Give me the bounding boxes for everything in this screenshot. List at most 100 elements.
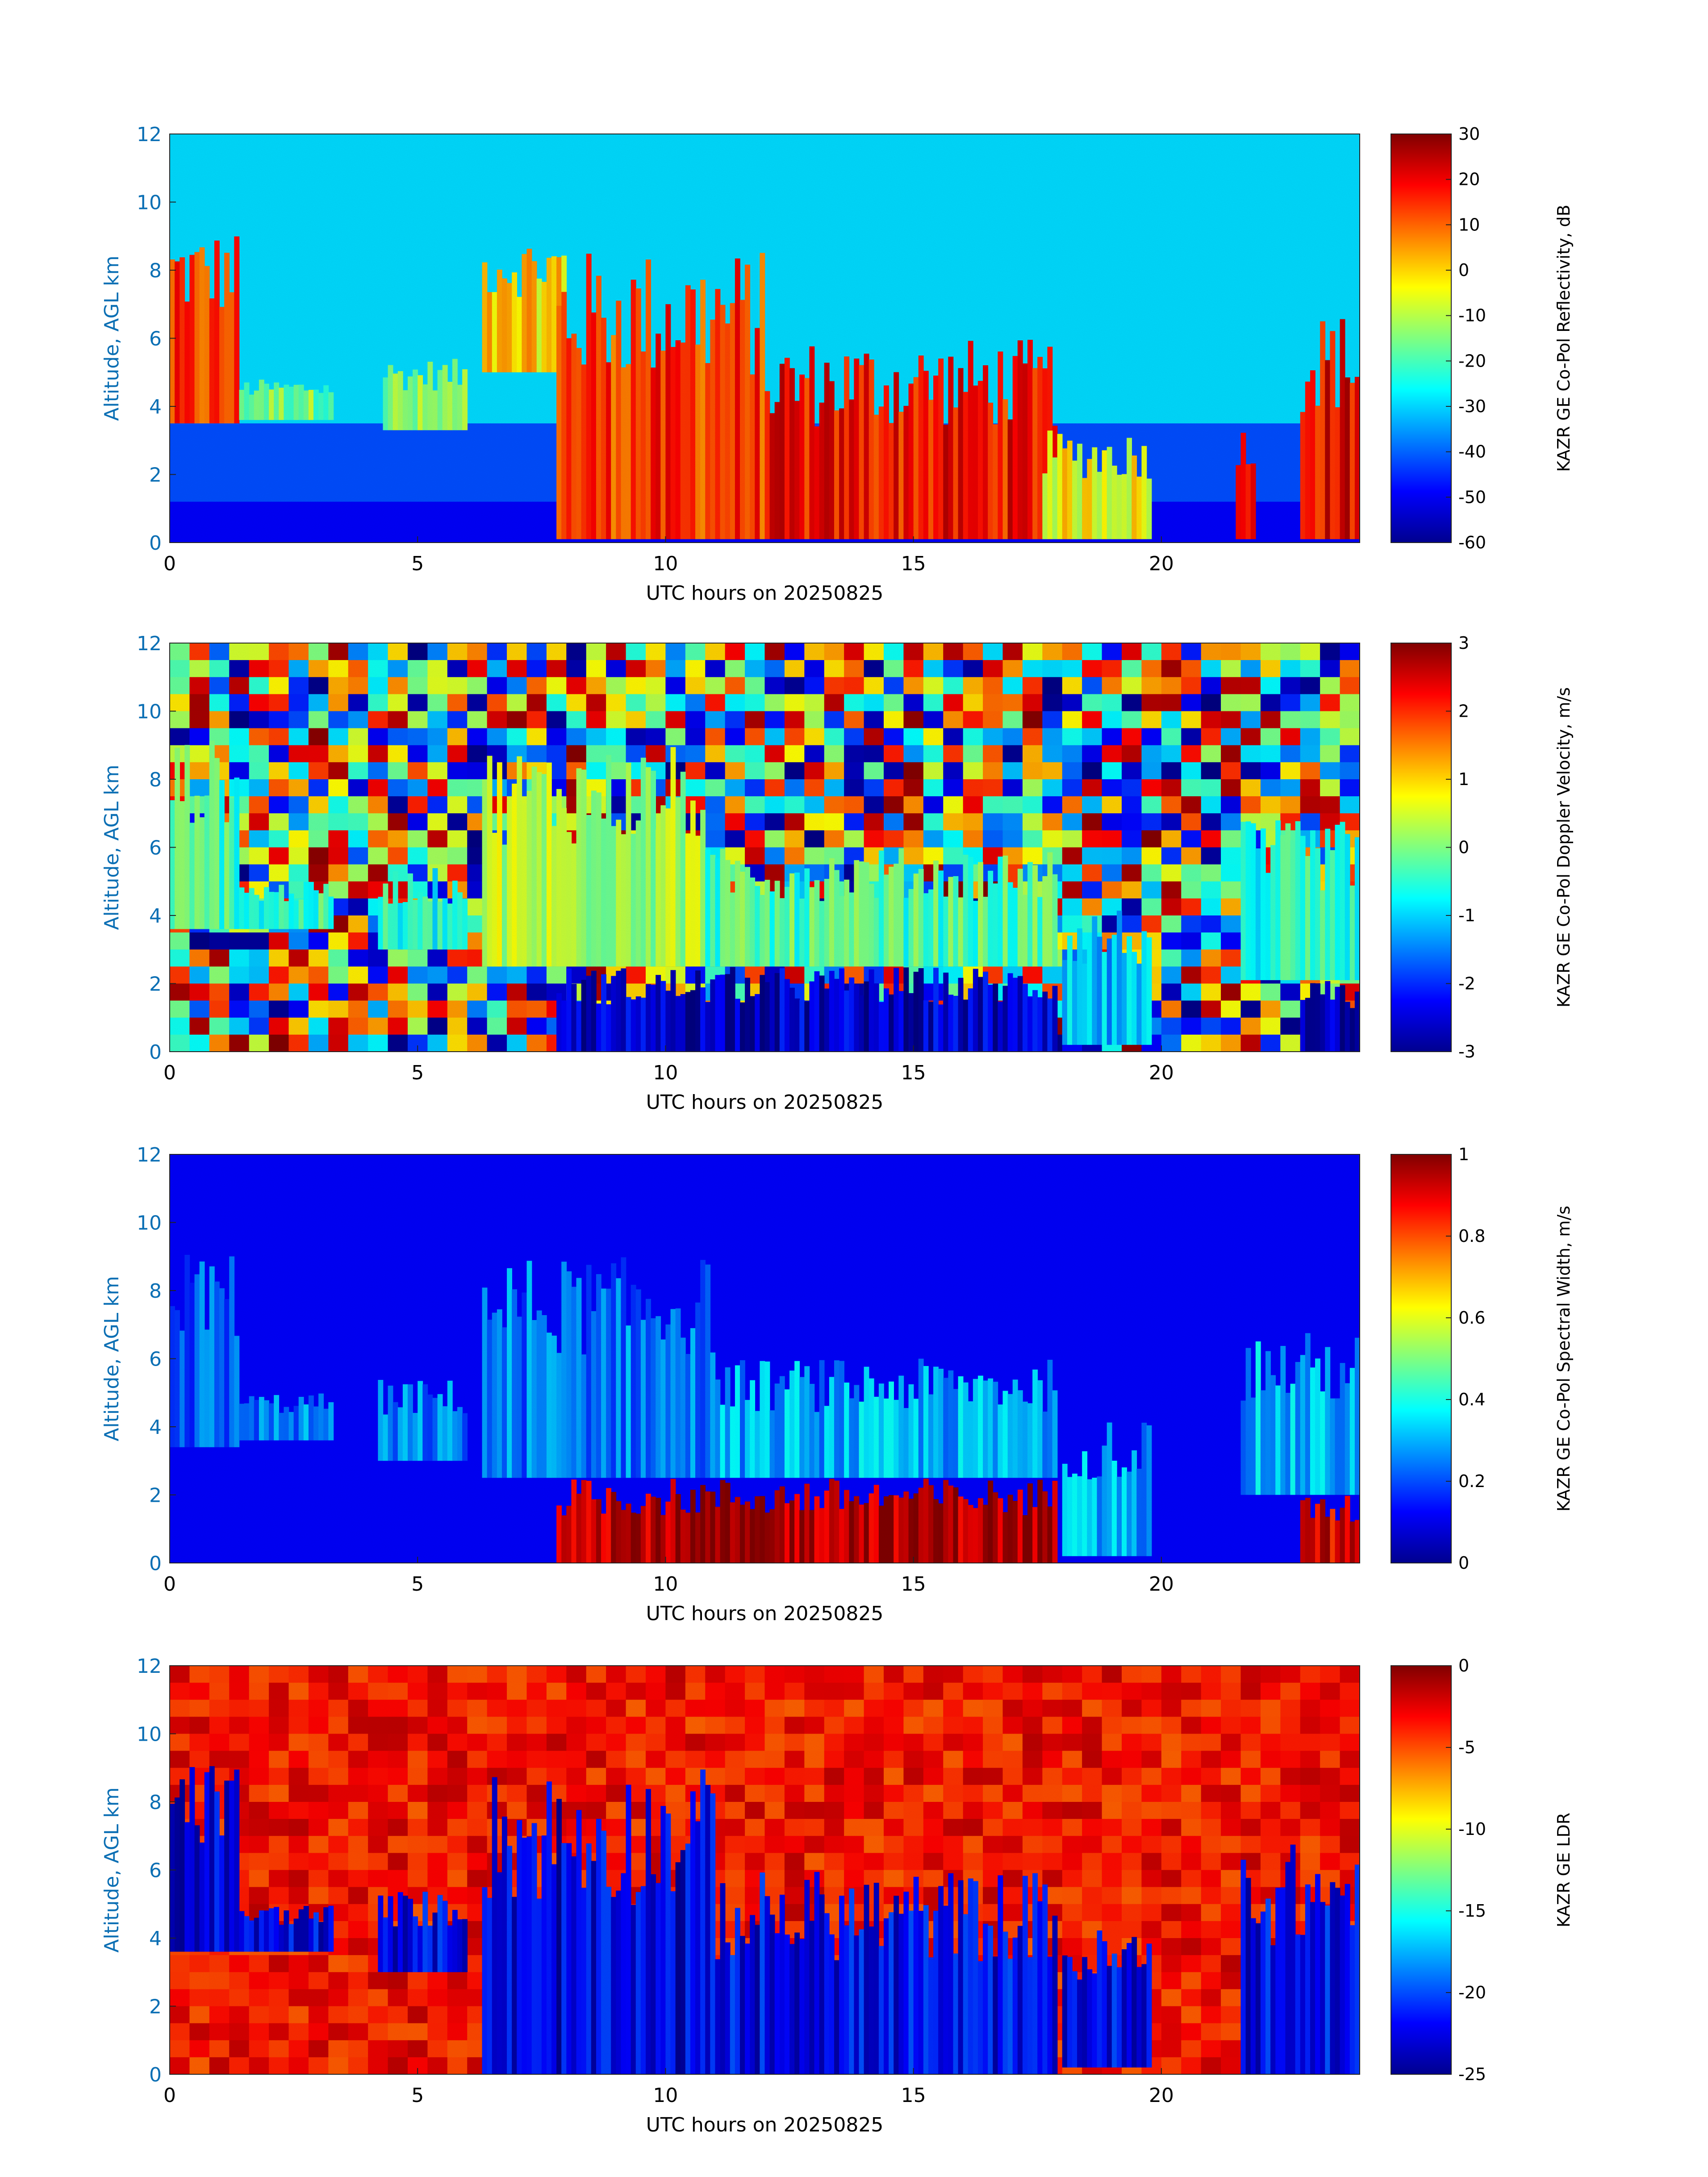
- x-tick-label: 15: [901, 552, 926, 575]
- x-tick-label: 15: [901, 1573, 926, 1596]
- y-axis-label: Altitude, AGL km: [100, 765, 123, 930]
- colorbar-tick-label: 2: [1458, 702, 1469, 721]
- x-tick-label: 0: [163, 1573, 176, 1596]
- colorbar: 0 -5 -10 -15 -20 -25 KAZR GE LDR: [1391, 1656, 1574, 2084]
- y-tick-label: 8: [149, 769, 162, 791]
- y-tick-label: 2: [149, 973, 162, 996]
- colorbar-tick-label: -20: [1458, 351, 1486, 371]
- y-tick-label: 0: [149, 2064, 162, 2086]
- colorbar-tick-label: 0.4: [1458, 1390, 1485, 1409]
- colorbar-tick-label: 0: [1458, 838, 1469, 857]
- colorbar-tick-label: 1: [1458, 769, 1469, 789]
- y-tick-label: 8: [149, 1280, 162, 1303]
- x-tick-label: 20: [1149, 1573, 1174, 1596]
- colorbar: 30 20 10 0 -10 -20 -30 -40 -50 -60 KAZR GE Co-Pol …: [1391, 124, 1574, 552]
- y-tick-label: 12: [137, 1144, 162, 1166]
- x-tick-label: 10: [653, 552, 678, 575]
- colorbar-tick-label: -5: [1458, 1738, 1475, 1757]
- x-tick-label: 0: [163, 552, 176, 575]
- y-tick-label: 4: [149, 1416, 162, 1439]
- y-tick-label: 6: [149, 1348, 162, 1371]
- colorbar-label: KAZR GE LDR: [1554, 1813, 1574, 1927]
- colorbar-label: KAZR GE Co-Pol Spectral Width, m/s: [1554, 1206, 1574, 1512]
- y-tick-label: 8: [149, 259, 162, 282]
- colorbar-tick-label: 0: [1458, 1553, 1469, 1573]
- x-tick-label: 10: [653, 2084, 678, 2107]
- y-tick-label: 10: [137, 1212, 162, 1235]
- x-tick-label: 0: [163, 1061, 176, 1084]
- colorbar-tick-label: -3: [1458, 1042, 1475, 1061]
- x-tick-label: 5: [411, 2084, 424, 2107]
- y-axis-label: Altitude, AGL km: [100, 1276, 123, 1441]
- colorbar-tick-label: 0.8: [1458, 1226, 1485, 1246]
- colorbar-tick-label: -25: [1458, 2064, 1486, 2084]
- x-tick-label: 5: [411, 1061, 424, 1084]
- y-tick-label: 2: [149, 1996, 162, 2018]
- x-tick-label: 5: [411, 1573, 424, 1596]
- heatmap-area: [170, 643, 1360, 1052]
- colorbar-tick-label: 0.2: [1458, 1471, 1485, 1491]
- colorbar-tick-label: 10: [1458, 215, 1480, 234]
- panel-1: 0 5 10 15 20 0 2 4 6 8 10 12 UTC hours on 20250825 Al…: [100, 123, 1574, 605]
- colorbar: 1 0.8 0.6 0.4 0.2 0 KAZR GE Co-Pol Spectral Wi…: [1391, 1145, 1574, 1573]
- colorbar: 3 2 1 0 -1 -2 -3 KAZR GE Co-Pol Doppler Velocit…: [1391, 633, 1574, 1061]
- heatmap-area: [170, 134, 1360, 543]
- colorbar-tick-label: 0: [1458, 1656, 1469, 1676]
- x-tick-label: 5: [411, 552, 424, 575]
- colorbar-tick-label: -1: [1458, 906, 1475, 925]
- y-tick-label: 8: [149, 1791, 162, 1814]
- y-tick-label: 10: [137, 1723, 162, 1746]
- colorbar-tick-label: 20: [1458, 170, 1480, 189]
- colorbar-tick-label: -10: [1458, 1819, 1486, 1839]
- x-axis-label: UTC hours on 20250825: [646, 1602, 884, 1625]
- panel-4: 0 5 10 15 20 0 2 4 6 8 10 12 UTC hours on 20250825 Al…: [100, 1655, 1574, 2136]
- x-axis-label: UTC hours on 20250825: [646, 582, 884, 605]
- x-axis-label: UTC hours on 20250825: [646, 2114, 884, 2136]
- x-tick-label: 15: [901, 2084, 926, 2107]
- colorbar-tick-label: -2: [1458, 974, 1475, 994]
- x-tick-label: 0: [163, 2084, 176, 2107]
- y-tick-label: 4: [149, 396, 162, 418]
- colorbar-tick-label: -15: [1458, 1901, 1486, 1921]
- heatmap-area: [170, 1666, 1360, 2075]
- y-tick-label: 0: [149, 1041, 162, 1064]
- y-axis-label: Altitude, AGL km: [100, 1787, 123, 1952]
- colorbar-tick-label: 30: [1458, 124, 1480, 144]
- y-tick-label: 10: [137, 701, 162, 723]
- colorbar-tick-label: -60: [1458, 533, 1486, 552]
- colorbar-label: KAZR GE Co-Pol Reflectivity, dB: [1554, 205, 1574, 472]
- colorbar-tick-label: 0: [1458, 260, 1469, 280]
- y-tick-label: 0: [149, 1552, 162, 1575]
- colorbar-tick-label: -40: [1458, 442, 1486, 462]
- x-tick-label: 10: [653, 1573, 678, 1596]
- y-tick-label: 12: [137, 123, 162, 146]
- y-tick-label: 12: [137, 1655, 162, 1678]
- x-tick-label: 20: [1149, 552, 1174, 575]
- colorbar-tick-label: 3: [1458, 633, 1469, 653]
- colorbar-label: KAZR GE Co-Pol Doppler Velocity, m/s: [1554, 687, 1574, 1007]
- y-tick-label: 0: [149, 532, 162, 555]
- y-tick-label: 2: [149, 464, 162, 487]
- x-tick-label: 20: [1149, 2084, 1174, 2107]
- colorbar-tick-label: -30: [1458, 397, 1486, 416]
- x-axis-label: UTC hours on 20250825: [646, 1091, 884, 1114]
- y-tick-label: 10: [137, 192, 162, 214]
- x-tick-label: 15: [901, 1061, 926, 1084]
- colorbar-tick-label: -50: [1458, 487, 1486, 507]
- y-tick-label: 6: [149, 837, 162, 860]
- y-tick-label: 4: [149, 905, 162, 928]
- y-axis-label: Altitude, AGL km: [100, 255, 123, 421]
- colorbar-tick-label: 1: [1458, 1145, 1469, 1164]
- x-tick-label: 10: [653, 1061, 678, 1084]
- y-tick-label: 12: [137, 632, 162, 655]
- y-tick-label: 2: [149, 1484, 162, 1507]
- x-tick-label: 20: [1149, 1061, 1174, 1084]
- colorbar-tick-label: 0.6: [1458, 1308, 1485, 1328]
- y-tick-label: 4: [149, 1927, 162, 1950]
- colorbar-tick-label: -10: [1458, 306, 1486, 326]
- y-tick-label: 6: [149, 1859, 162, 1882]
- y-tick-label: 6: [149, 328, 162, 351]
